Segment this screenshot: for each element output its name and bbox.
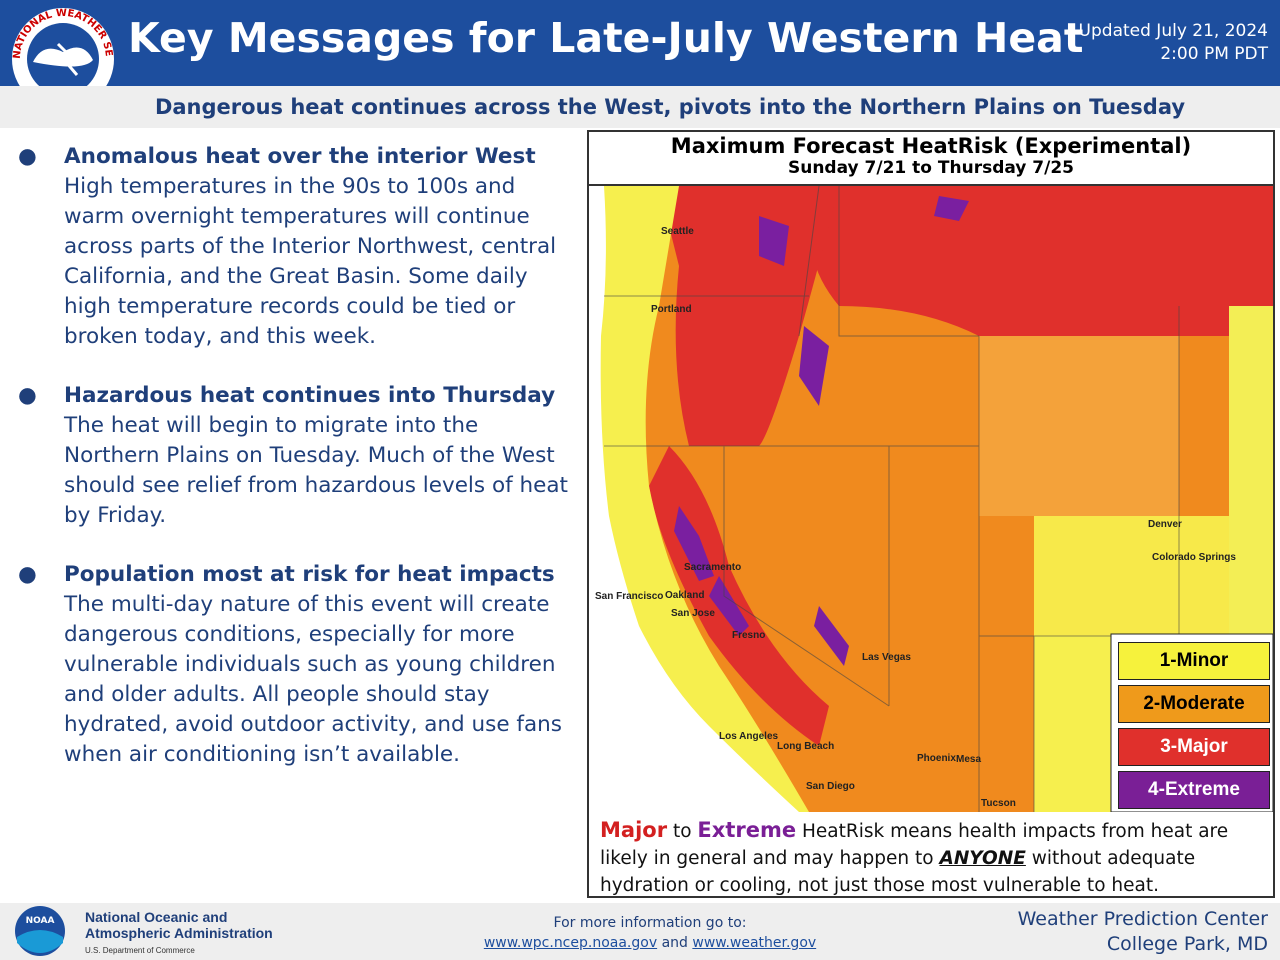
map-title: Maximum Forecast HeatRisk (Experimental)… <box>589 132 1273 186</box>
updated-time: 2:00 PM PDT <box>1160 44 1268 64</box>
center: Weather Prediction Center College Park, M… <box>1018 907 1268 957</box>
city-label: Phoenix <box>917 753 956 764</box>
noaa-logo-text: NOAA <box>26 916 55 926</box>
updated: Updated July 21, 2024 2:00 PM PDT <box>1079 20 1268 66</box>
agency-line: Atmospheric Administration <box>85 925 273 941</box>
city-label: Sacramento <box>684 562 741 573</box>
city-label: San Francisco <box>595 591 663 602</box>
map-note: Major to Extreme HeatRisk means health i… <box>600 817 1270 899</box>
agency: National Oceanic and Atmospheric Administ… <box>85 909 273 959</box>
note-major: Major <box>600 818 668 842</box>
city-label: Oakland <box>665 590 704 601</box>
bullet-text: High temperatures in the 90s to 100s and… <box>64 174 557 349</box>
city-label: San Jose <box>671 608 715 619</box>
city-label: San Diego <box>806 781 855 792</box>
map-title-text: Maximum Forecast HeatRisk (Experimental) <box>670 134 1192 158</box>
header-band <box>0 0 1280 86</box>
city-label: Colorado Springs <box>1152 552 1236 563</box>
legend-item: 2-Moderate <box>1118 685 1270 723</box>
legend-item: 3-Major <box>1118 728 1270 766</box>
city-label: Denver <box>1148 519 1182 530</box>
map-subtitle: Sunday 7/21 to Thursday 7/25 <box>787 158 1075 178</box>
link[interactable]: www.wpc.ncep.noaa.gov <box>483 935 658 951</box>
note-extreme: Extreme <box>697 818 797 842</box>
nws-logo: NATIONAL WEATHER SERVICE <box>8 4 116 112</box>
title: Key Messages for Late-July Western Heat <box>128 14 1084 62</box>
info: For more information go to: www.wpc.ncep.… <box>430 913 870 953</box>
center-name: Weather Prediction Center <box>1017 908 1268 930</box>
center-location: College Park, MD <box>1106 933 1268 955</box>
info-and: and <box>661 935 688 951</box>
agency-line: National Oceanic and <box>85 909 228 925</box>
city-label: Los Angeles <box>719 731 779 742</box>
city-label: Las Vegas <box>862 652 911 663</box>
bullet: ● Population most at risk for heat impact… <box>18 560 578 770</box>
note-text: HeatRisk means health impacts from heat … <box>600 821 1229 869</box>
footer <box>0 903 1280 960</box>
map-box <box>587 130 1275 898</box>
note-to: to <box>672 821 692 842</box>
department: U.S. Department of Commerce <box>85 946 195 955</box>
legend-item: 1-Minor <box>1118 642 1270 680</box>
noaa-logo: NOAA <box>15 906 65 956</box>
bullet: ● Anomalous heat over the interior West Hi… <box>18 142 578 352</box>
city-label: Long Beach <box>777 741 834 752</box>
updated-date: Updated July 21, 2024 <box>1078 21 1268 41</box>
city-label: Portland <box>651 304 692 315</box>
legend-item: 4-Extreme <box>1118 771 1270 809</box>
city-label: Fresno <box>732 630 765 641</box>
link[interactable]: www.weather.gov <box>692 935 817 951</box>
city-label: Seattle <box>661 226 694 237</box>
bullet-heading: Hazardous heat continues into Thursday <box>64 383 556 408</box>
bullet-heading: Anomalous heat over the interior West <box>64 144 536 169</box>
bullet-text: The multi-day nature of this event will … <box>64 592 562 767</box>
info-text: For more information go to: <box>553 915 747 931</box>
city-label: Tucson <box>981 798 1016 809</box>
city-label: Mesa <box>956 754 981 765</box>
bullet: ● Hazardous heat continues into Thursday T… <box>18 381 578 531</box>
bullet-text: The heat will begin to migrate into the … <box>64 413 568 528</box>
subtitle: Dangerous heat continues across the West… <box>0 86 1280 128</box>
note-text: without adequate hydration or cooling, n… <box>600 848 1196 896</box>
note-anyone: ANYONE <box>939 848 1026 869</box>
bullet-heading: Population most at risk for heat impacts <box>64 562 555 587</box>
